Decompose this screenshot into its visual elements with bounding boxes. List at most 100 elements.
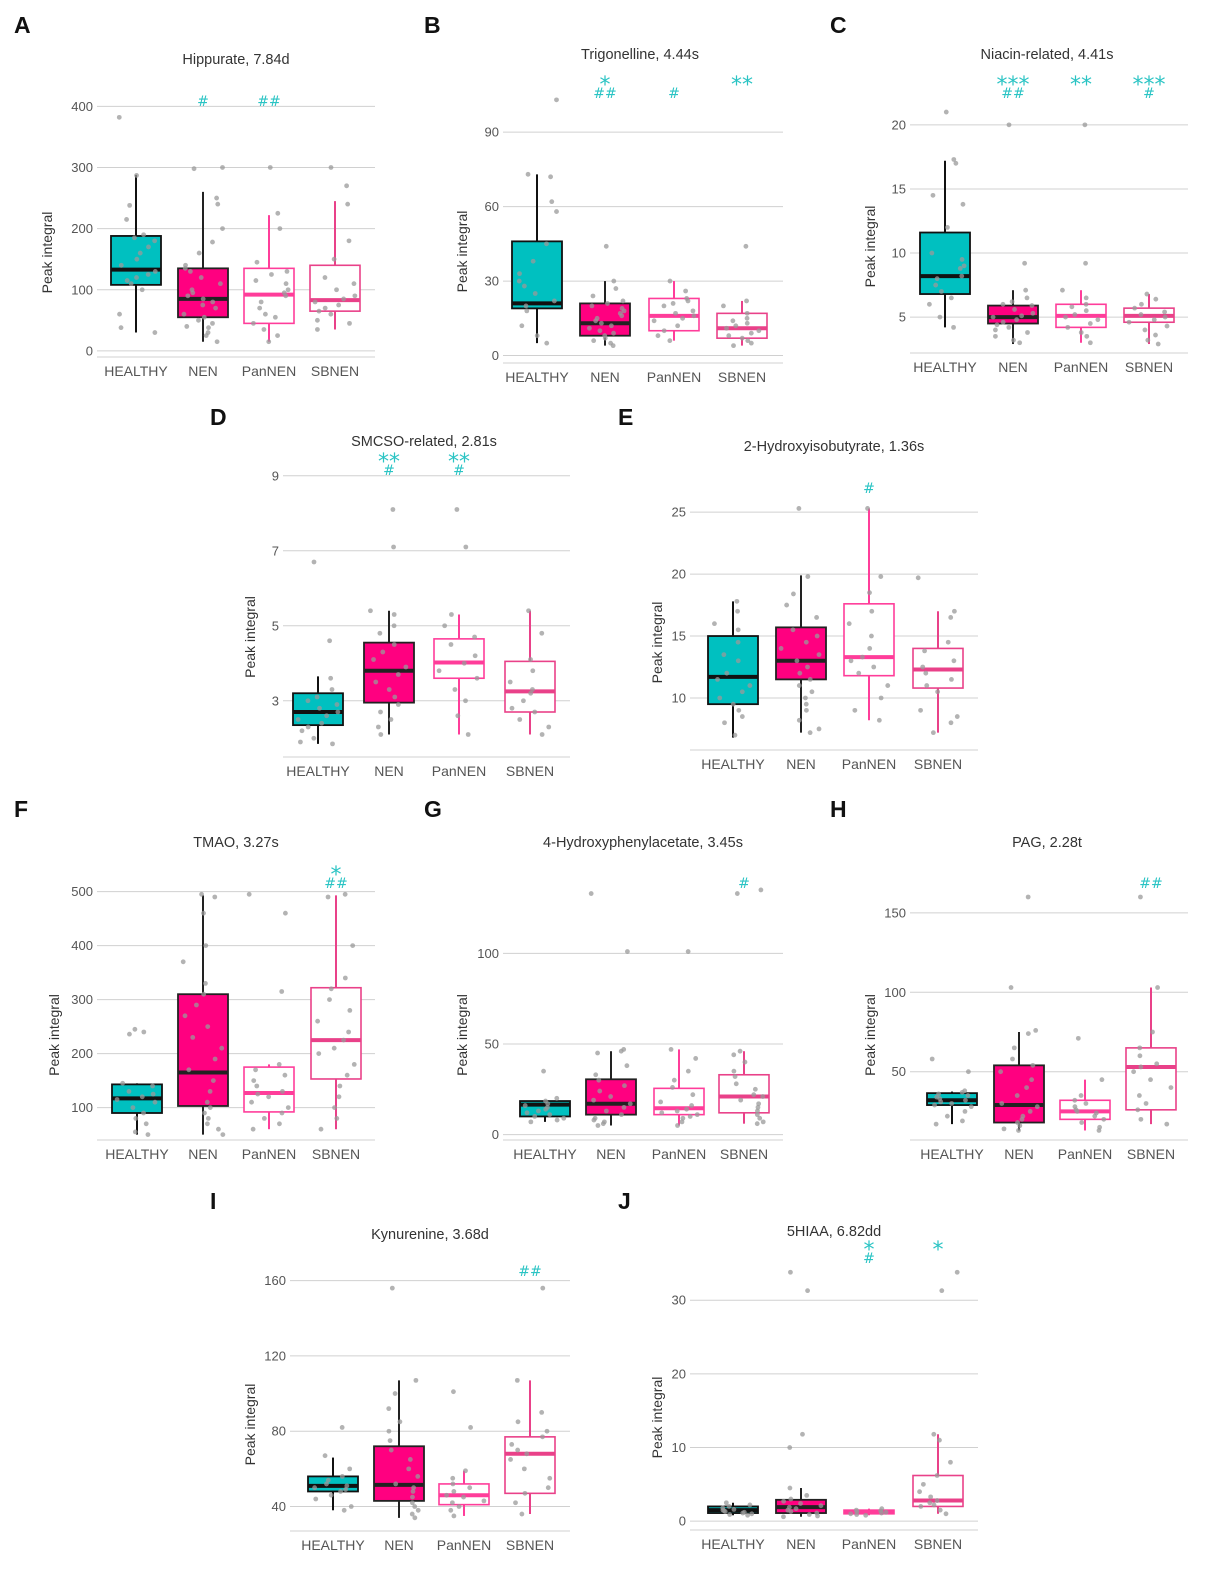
data-point	[373, 679, 379, 685]
data-point	[336, 1094, 342, 1100]
data-point	[266, 1094, 272, 1100]
data-point	[1022, 260, 1028, 266]
data-point	[867, 590, 872, 596]
data-point	[675, 323, 681, 329]
data-point	[931, 1502, 937, 1508]
data-point	[282, 1072, 288, 1078]
data-point	[549, 199, 555, 205]
panel-title: Kynurenine, 3.68d	[371, 1227, 489, 1243]
data-point	[683, 288, 689, 294]
data-point	[608, 323, 614, 329]
data-point	[805, 574, 811, 579]
data-point	[818, 1503, 824, 1509]
data-point	[687, 1114, 693, 1119]
panel-title: PAG, 2.28t	[1012, 835, 1082, 851]
box-pannen	[843, 1506, 895, 1518]
data-point	[740, 1510, 746, 1516]
significance-stars: *	[331, 863, 342, 888]
data-point	[760, 1119, 766, 1125]
x-category-label: PanNEN	[842, 1536, 896, 1552]
data-point	[929, 1056, 935, 1062]
significance-hash: #	[863, 1251, 875, 1267]
box-sbnen	[310, 891, 362, 1132]
data-point	[544, 340, 550, 346]
significance-hash: #	[738, 876, 750, 892]
data-point	[522, 1490, 528, 1496]
y-tick-label: 90	[485, 125, 499, 140]
data-point	[554, 1117, 560, 1123]
data-point	[597, 328, 603, 334]
data-point	[467, 1485, 473, 1491]
significance-stars: **	[1070, 73, 1092, 98]
data-point	[461, 1494, 466, 1500]
data-point	[1014, 317, 1020, 323]
data-point	[605, 301, 610, 306]
data-point	[539, 630, 545, 636]
data-point	[934, 276, 940, 282]
x-category-label: PanNEN	[432, 763, 486, 779]
box-pannen	[653, 949, 705, 1128]
data-point	[805, 1288, 810, 1294]
data-point	[796, 683, 802, 688]
data-point	[532, 709, 538, 715]
data-point	[444, 1492, 450, 1498]
data-point	[622, 1083, 627, 1089]
data-point	[390, 507, 396, 512]
data-point	[937, 1437, 942, 1443]
data-point	[744, 310, 750, 316]
box-nen	[775, 506, 827, 736]
data-point	[474, 675, 480, 681]
data-point	[731, 1052, 737, 1058]
data-point	[262, 311, 268, 317]
y-axis-title: Peak integral	[46, 994, 62, 1076]
data-point	[375, 724, 381, 730]
data-point	[1019, 1116, 1025, 1122]
data-point	[938, 289, 944, 294]
data-point	[519, 323, 525, 329]
data-point	[279, 1110, 285, 1116]
data-point	[409, 1511, 415, 1517]
panel-letter: B	[424, 12, 441, 38]
data-point	[328, 165, 334, 170]
data-point	[528, 690, 534, 696]
data-point	[1060, 287, 1065, 293]
data-point	[186, 1067, 192, 1073]
data-point	[596, 1077, 602, 1083]
data-point	[1024, 1085, 1029, 1090]
data-point	[141, 1029, 147, 1035]
box-nen	[373, 1285, 425, 1521]
data-point	[214, 339, 220, 345]
data-point	[679, 1119, 685, 1125]
data-point	[804, 1492, 810, 1498]
data-point	[655, 333, 661, 339]
data-point	[298, 739, 303, 745]
data-point	[536, 1108, 541, 1114]
x-category-label: PanNEN	[652, 1146, 706, 1162]
data-point	[624, 1063, 630, 1069]
data-point	[152, 269, 158, 274]
box-nen	[177, 165, 229, 345]
data-point	[213, 305, 218, 311]
data-point	[415, 1507, 421, 1513]
data-point	[932, 1102, 937, 1108]
data-point	[253, 1067, 258, 1073]
data-point	[410, 1494, 415, 1500]
data-point	[334, 287, 339, 293]
data-point	[180, 959, 186, 965]
data-point	[618, 1048, 624, 1054]
data-point	[449, 1500, 455, 1506]
data-point	[591, 1097, 596, 1103]
data-point	[939, 1288, 945, 1294]
box-sbnen	[504, 1285, 556, 1517]
data-point	[593, 1072, 599, 1078]
data-point	[246, 891, 252, 897]
data-point	[588, 891, 594, 896]
data-point	[805, 664, 810, 670]
data-point	[915, 575, 921, 581]
data-point	[315, 1018, 321, 1024]
data-point	[1164, 323, 1170, 329]
data-point	[554, 209, 559, 214]
data-point	[1025, 894, 1031, 900]
x-category-label: SBNEN	[506, 1537, 554, 1553]
x-category-label: NEN	[596, 1146, 626, 1162]
